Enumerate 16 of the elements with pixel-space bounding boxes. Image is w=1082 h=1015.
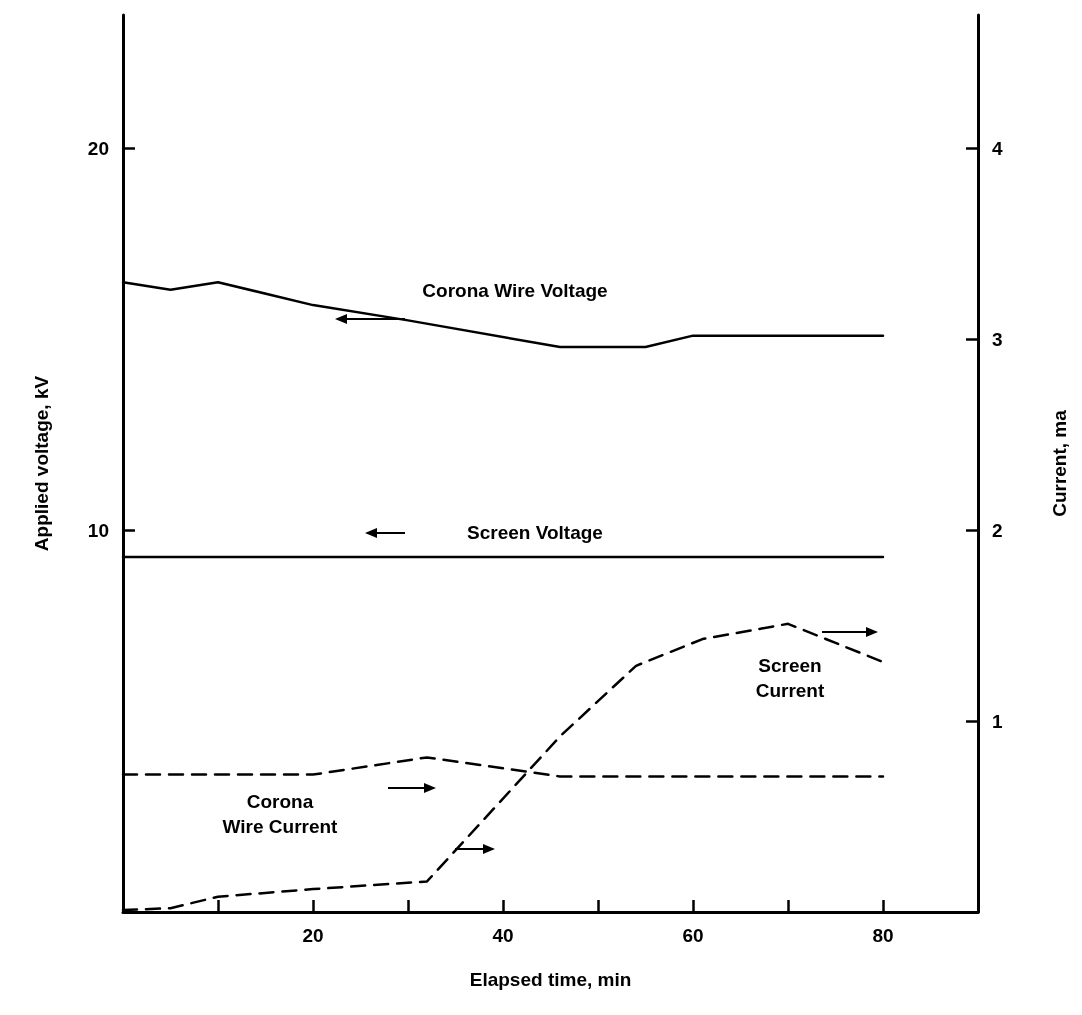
x-tick-label: 60 bbox=[682, 925, 704, 946]
series-label: Corona Wire Current bbox=[222, 791, 339, 837]
y-axis-title: Applied voltage, kV bbox=[31, 375, 52, 552]
y2-tick-label: 3 bbox=[992, 328, 1003, 350]
y-tick-label: 10 bbox=[87, 519, 109, 541]
series-label: Screen Voltage bbox=[467, 521, 603, 543]
series-label: Screen Current bbox=[755, 655, 825, 701]
x-tick-label: 80 bbox=[872, 925, 894, 946]
y2-tick-label: 1 bbox=[992, 710, 1003, 732]
x-axis-title: Elapsed time, min bbox=[469, 969, 632, 990]
y2-axis-title: Current, ma bbox=[1049, 409, 1070, 517]
series-label: Corona Wire Voltage bbox=[422, 279, 608, 301]
x-tick-label: 20 bbox=[302, 925, 324, 946]
x-tick-label: 40 bbox=[492, 925, 514, 946]
y2-tick-label: 2 bbox=[992, 519, 1003, 541]
y2-tick-label: 4 bbox=[992, 138, 1003, 160]
